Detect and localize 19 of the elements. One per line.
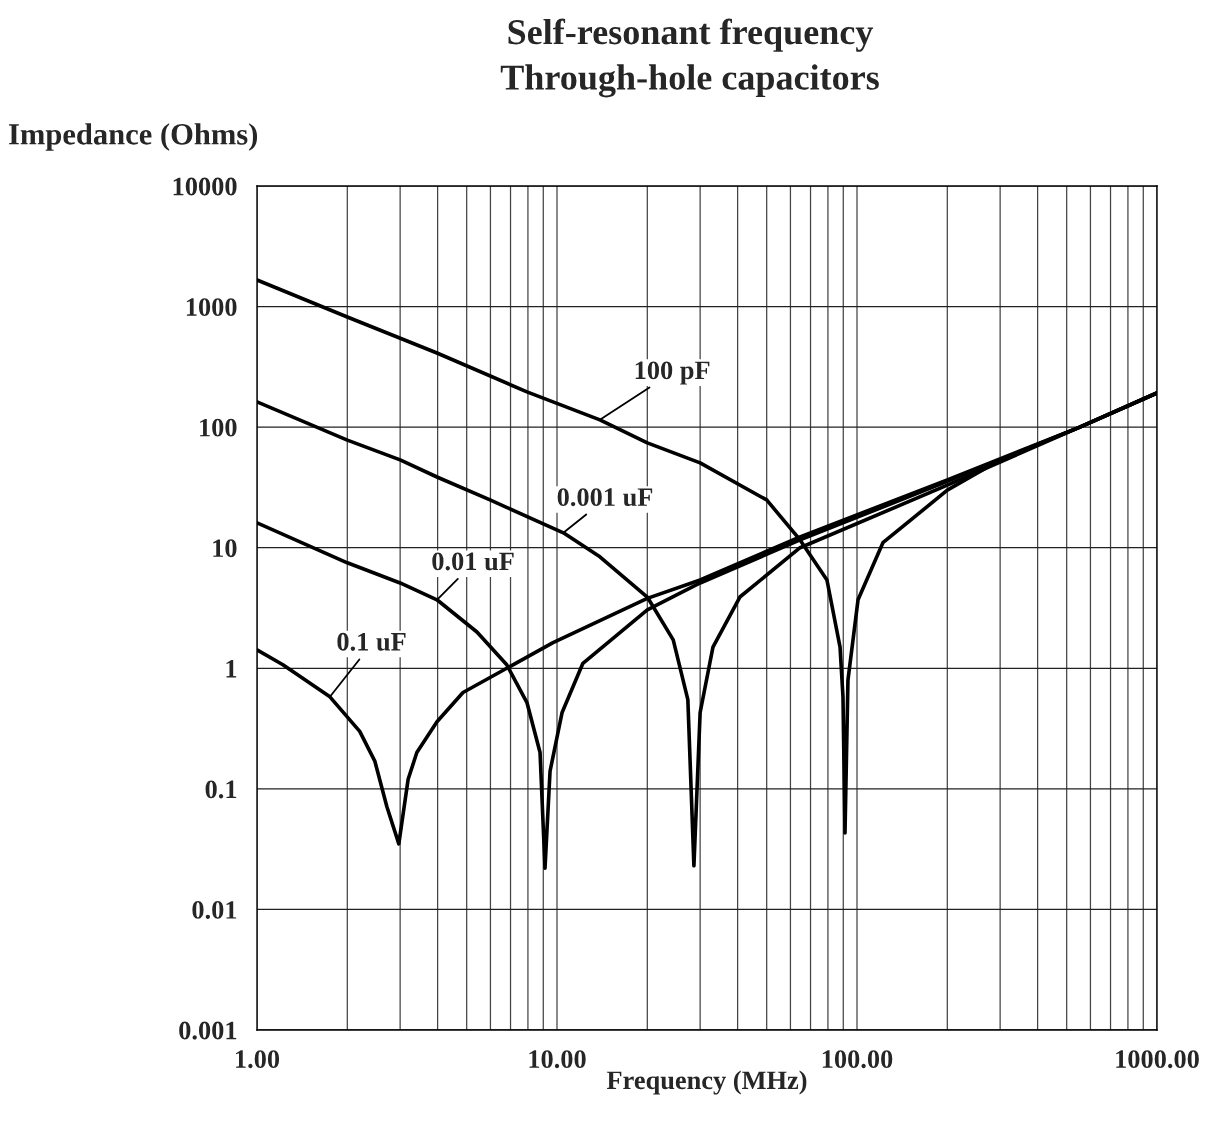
series-label: 100 pF [635, 361, 710, 385]
y-tick-label: 0.001 [179, 1021, 237, 1040]
y-axis-title: Impedance (Ohms) [9, 123, 258, 151]
x-axis-title: Frequency (MHz) [606, 1070, 807, 1095]
y-tick-label: 1 [226, 660, 237, 678]
y-tick-label: 1000 [186, 298, 237, 316]
series-label: 0.001 uF [557, 488, 653, 507]
x-tick-label: 10.00 [529, 1050, 586, 1069]
series-label: 0.1 uF [337, 632, 406, 651]
x-tick-label: 1.00 [236, 1050, 280, 1069]
y-tick-label: 0.01 [192, 901, 237, 919]
y-tick-label: 10 [213, 539, 237, 558]
x-tick-label: 1000.00 [1116, 1050, 1199, 1069]
y-tick-label: 100 [200, 418, 237, 437]
y-tick-label: 0.1 [205, 780, 237, 799]
series-label: 0.01 uF [432, 552, 514, 571]
chart-title: Self-resonant frequency Through-hole capacitors [500, 18, 879, 98]
x-tick-label: 100.00 [822, 1050, 893, 1069]
y-tick-label: 10000 [173, 177, 237, 196]
